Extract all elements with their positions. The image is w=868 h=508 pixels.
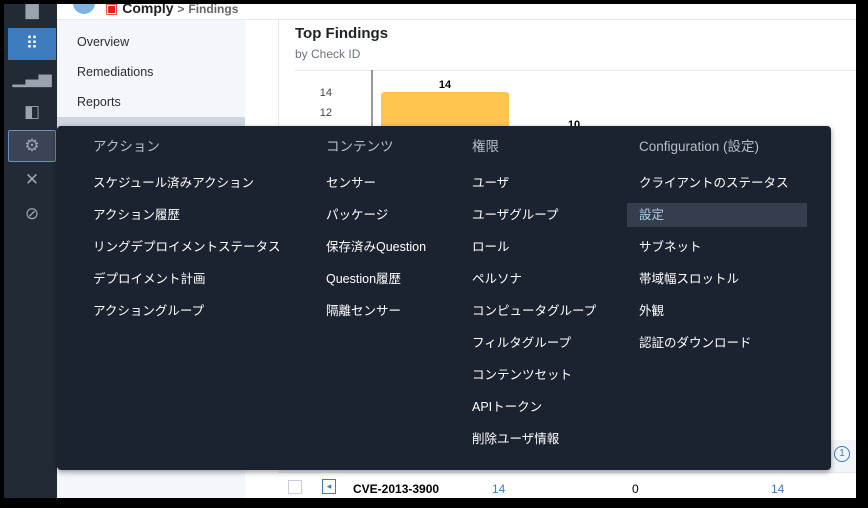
card-title: Top Findings (295, 25, 389, 42)
menu-item[interactable]: スケジュール済みアクション (93, 176, 255, 190)
product-logo (73, 0, 95, 14)
menu-item[interactable]: 外観 (639, 304, 665, 318)
menu-item[interactable]: パッケージ (326, 208, 389, 222)
menu-column-heading: Configuration (設定) (639, 139, 760, 154)
menu-item[interactable]: APIトークン (472, 400, 543, 414)
divider (295, 70, 857, 71)
menu-column-heading: 権限 (472, 139, 499, 154)
check-id[interactable]: CVE-2013-3900 (353, 482, 440, 496)
card-subtitle: by Check ID (295, 47, 361, 61)
top-bar: ▣ Comply > Findings (57, 0, 857, 20)
menu-item[interactable]: デプロイメント計画 (93, 272, 206, 286)
layers-icon[interactable]: ◧ (23, 102, 41, 121)
app-name[interactable]: Comply (122, 0, 174, 16)
menu-item[interactable]: 帯域幅スロットル (639, 272, 740, 286)
nav-overview[interactable]: Overview (77, 35, 130, 49)
menu-item[interactable]: アクショングループ (93, 304, 205, 318)
mega-menu: アクションスケジュール済みアクション アクション履歴リングデプロイメントステータス… (57, 126, 831, 470)
home-icon[interactable]: ▆ (25, 0, 39, 19)
menu-item[interactable]: アクション履歴 (93, 208, 180, 222)
bar (381, 92, 509, 130)
bar-label: 14 (439, 79, 452, 91)
menu-item[interactable]: ユーザ (472, 176, 510, 190)
menu-item[interactable]: 削除ユーザ情報 (472, 432, 560, 446)
menu-item[interactable]: サブネット (639, 240, 702, 254)
cell-value[interactable]: 14 (771, 482, 785, 496)
menu-item[interactable]: 認証のダウンロード (639, 336, 752, 350)
bar-label: 10 (568, 119, 580, 130)
menu-column-heading: アクション (93, 139, 160, 154)
table-row[interactable]: ◂ CVE-2013-3900 14 0 14 (278, 472, 856, 500)
menu-item[interactable]: ユーザグループ (472, 208, 559, 222)
menu-item[interactable]: リングデプロイメントステータス (93, 240, 281, 254)
row-checkbox[interactable] (288, 480, 302, 494)
y-tick-12: 12 (320, 107, 332, 119)
tools-icon[interactable]: ✕ (24, 170, 40, 189)
count-badge[interactable]: 1 (834, 446, 850, 462)
gears-icon[interactable]: ⚙ (8, 130, 56, 162)
top-findings-chart: 14 10 14 12 (320, 70, 580, 130)
comply-logo-icon: ▣ (105, 0, 119, 16)
compass-icon[interactable]: ⊘ (24, 204, 40, 223)
menu-item[interactable]: ペルソナ (472, 272, 523, 286)
menu-item[interactable]: 隔離センサー (326, 304, 402, 318)
menu-item[interactable]: 設定 (627, 203, 807, 227)
breadcrumb-page: Findings (188, 2, 239, 16)
menu-column-heading: コンテンツ (326, 139, 394, 154)
expand-icon[interactable]: ◂ (322, 479, 336, 494)
menu-item[interactable]: 保存済みQuestion (326, 240, 427, 254)
apps-grid-icon[interactable]: ⠿ (8, 28, 56, 60)
menu-item[interactable]: センサー (326, 176, 377, 190)
menu-item[interactable]: コンテンツセット (472, 368, 573, 382)
nav-remediations[interactable]: Remediations (77, 65, 154, 79)
breadcrumb: ▣ Comply > Findings (105, 0, 238, 17)
bar-chart-icon[interactable]: ▁▃▅ (12, 68, 52, 87)
menu-item[interactable]: クライアントのステータス (639, 176, 789, 190)
menu-item[interactable]: Question履歴 (326, 272, 402, 286)
menu-item[interactable]: ロール (472, 240, 510, 254)
nav-reports[interactable]: Reports (77, 95, 121, 109)
breadcrumb-separator: > (177, 2, 185, 16)
icon-sidebar: ▆ ⠿ ▁▃▅ ◧ ⚙ ✕ ⊘ (4, 0, 57, 500)
menu-item[interactable]: コンピュータグループ (472, 304, 597, 318)
y-tick-14: 14 (320, 87, 332, 99)
cell-value: 0 (632, 482, 639, 496)
cell-value[interactable]: 14 (492, 482, 506, 496)
menu-item[interactable]: フィルタグループ (472, 336, 572, 350)
